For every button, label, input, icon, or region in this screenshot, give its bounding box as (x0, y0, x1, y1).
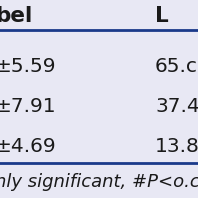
Text: 13.8: 13.8 (155, 137, 198, 156)
Text: ±5.59: ±5.59 (0, 57, 56, 76)
Text: nly significant, #P<o.c: nly significant, #P<o.c (0, 173, 198, 191)
Text: bel: bel (0, 6, 32, 26)
Text: 37.4: 37.4 (155, 97, 198, 116)
Text: ±7.91: ±7.91 (0, 97, 57, 116)
Text: ±4.69: ±4.69 (0, 137, 57, 156)
Text: L: L (155, 6, 169, 26)
Text: 65.c: 65.c (155, 57, 198, 76)
